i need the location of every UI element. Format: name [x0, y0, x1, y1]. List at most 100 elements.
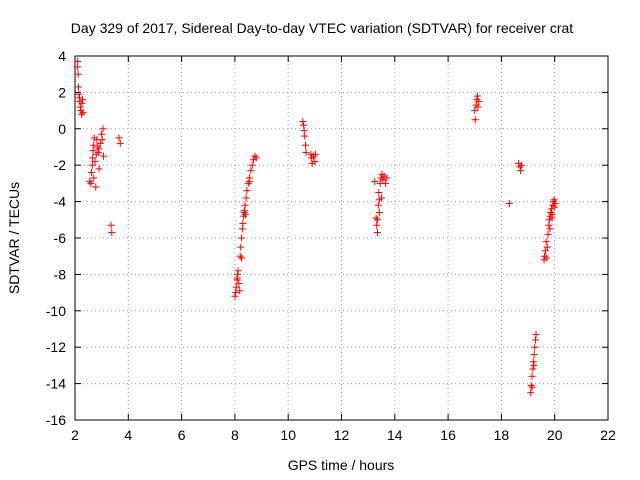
data-point: [239, 219, 247, 227]
data-point: [241, 201, 249, 209]
data-point: [375, 189, 383, 196]
data-point: [242, 194, 250, 202]
data-point: [238, 225, 246, 233]
data-point: [371, 178, 379, 186]
data-point: [517, 161, 525, 169]
data-point: [240, 209, 248, 217]
data-point: [74, 63, 82, 71]
x-tick-label: 14: [387, 427, 403, 443]
data-point: [373, 216, 381, 224]
y-tick-label: -2: [54, 157, 67, 173]
data-point: [373, 229, 381, 237]
data-point: [244, 179, 252, 187]
data-point: [236, 287, 244, 295]
data-point: [530, 361, 538, 369]
x-tick-label: 16: [440, 427, 456, 443]
data-point: [532, 336, 540, 344]
data-point: [527, 381, 535, 389]
data-point: [234, 274, 242, 282]
y-tick-label: -10: [46, 303, 66, 319]
x-tick-label: 6: [178, 427, 186, 443]
data-point: [299, 118, 307, 126]
data-point: [375, 196, 383, 204]
data-point: [530, 350, 538, 358]
data-point: [300, 121, 308, 129]
data-point: [238, 254, 246, 262]
data-point: [243, 187, 251, 195]
data-point: [89, 147, 97, 155]
data-point: [551, 203, 559, 211]
x-tick-label: 8: [231, 427, 239, 443]
data-point: [527, 389, 535, 397]
data-point: [528, 383, 536, 391]
data-point: [248, 161, 256, 169]
x-tick-label: 4: [124, 427, 132, 443]
data-point: [78, 110, 86, 118]
x-tick-label: 20: [547, 427, 563, 443]
data-point: [375, 209, 383, 217]
data-point: [96, 139, 104, 147]
data-point: [75, 90, 83, 98]
data-point: [231, 289, 239, 297]
data-point: [108, 229, 116, 237]
data-point: [98, 136, 106, 144]
data-point: [474, 103, 482, 111]
data-point: [547, 209, 555, 217]
data-point: [90, 141, 98, 149]
y-tick-label: 0: [58, 121, 66, 137]
chart-title: Day 329 of 2017, Sidereal Day-to-day VTE…: [71, 20, 573, 36]
data-point: [100, 152, 108, 160]
data-point: [473, 92, 481, 100]
y-axis: -16 -14 -12 -10 -8 -6 -4 -2 0 2 4: [46, 48, 608, 428]
y-tick-label: 4: [58, 48, 66, 64]
x-axis-label: GPS time / hours: [288, 457, 395, 473]
data-point: [302, 141, 310, 149]
data-point: [79, 108, 87, 116]
data-point: [541, 247, 549, 255]
data-point: [234, 267, 242, 275]
data-point: [550, 196, 558, 204]
data-point: [372, 214, 380, 222]
data-point: [300, 127, 308, 135]
data-point: [543, 243, 551, 251]
data-series: [74, 57, 559, 397]
data-point: [90, 174, 98, 182]
data-point: [235, 280, 243, 287]
data-point: [311, 158, 319, 166]
grid: [75, 56, 608, 420]
data-point: [89, 154, 97, 162]
data-point: [238, 234, 246, 242]
data-point: [87, 179, 95, 187]
data-point: [546, 225, 554, 233]
data-point: [544, 230, 552, 238]
data-point: [505, 199, 513, 207]
data-point: [94, 143, 102, 151]
data-point: [383, 174, 391, 182]
data-point: [98, 130, 106, 138]
y-tick-label: -14: [46, 376, 66, 392]
x-tick-label: 10: [280, 427, 296, 443]
data-point: [233, 276, 241, 284]
y-tick-label: 2: [58, 84, 66, 100]
data-point: [545, 221, 553, 229]
data-point: [516, 163, 524, 171]
data-point: [548, 205, 556, 213]
data-point: [91, 158, 99, 166]
data-point: [517, 167, 525, 175]
data-point: [94, 148, 102, 156]
y-axis-label: SDTVAR / TECUs: [6, 182, 22, 294]
data-point: [475, 98, 483, 105]
y-tick-label: -12: [46, 339, 66, 355]
data-point: [379, 176, 387, 184]
x-tick-label: 18: [494, 427, 510, 443]
data-point: [246, 178, 254, 186]
data-point: [232, 283, 240, 291]
data-point: [92, 183, 100, 191]
y-tick-label: -8: [54, 266, 67, 282]
data-point: [373, 221, 381, 229]
data-point: [529, 365, 537, 373]
data-point: [531, 343, 539, 351]
data-point: [116, 139, 124, 147]
